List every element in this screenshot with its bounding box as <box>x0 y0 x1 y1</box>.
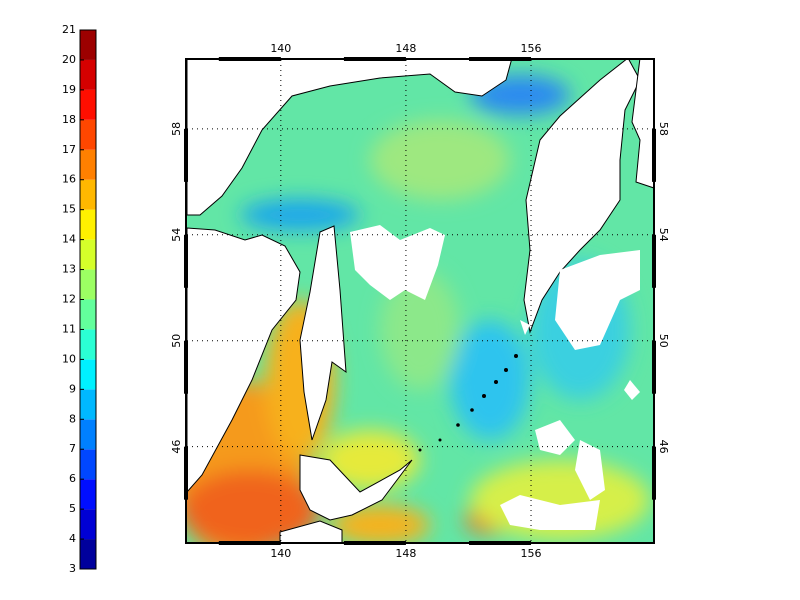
colorbar-label: 18 <box>62 113 76 126</box>
colorbar: 3 4 5 6 7 8 9 10 11 12 13 14 15 16 17 18 19 20 21 <box>62 23 97 575</box>
colorbar-label: 3 <box>69 562 76 575</box>
no-data <box>350 225 640 530</box>
colorbar-frame <box>79 29 97 570</box>
lat-label: 50 <box>170 334 183 348</box>
frame-bar <box>218 541 281 545</box>
colorbar-band <box>80 509 96 540</box>
map-field <box>187 60 653 542</box>
lat-label: 46 <box>657 440 670 454</box>
frame-bar <box>184 340 188 394</box>
lat-label: 54 <box>170 228 183 242</box>
lat-label: 58 <box>657 122 670 136</box>
kuril-islands <box>418 354 518 452</box>
colorbar-label: 15 <box>62 203 76 216</box>
colorbar-label: 6 <box>69 472 76 485</box>
frame-bar <box>469 541 532 545</box>
lat-label: 54 <box>657 228 670 242</box>
map-labels: 140 140 148 148 156 156 46 46 50 50 54 54 58 58 <box>170 42 670 560</box>
colorbar-band <box>80 269 96 300</box>
colorbar-label: 11 <box>62 322 76 335</box>
frame-bar <box>218 57 281 61</box>
colorbar-band <box>80 89 96 120</box>
sst-field <box>187 75 650 542</box>
land <box>187 60 653 542</box>
frame-bar <box>652 340 656 394</box>
colorbar-label: 9 <box>69 382 76 395</box>
colorbar-label: 7 <box>69 442 76 455</box>
colorbar-band <box>80 389 96 420</box>
colorbar-band <box>80 59 96 90</box>
lat-label: 46 <box>170 440 183 454</box>
lon-label: 140 <box>270 42 291 55</box>
frame-bar <box>184 446 188 500</box>
colorbar-label: 12 <box>62 293 76 306</box>
lat-label: 50 <box>657 334 670 348</box>
frame-bar <box>184 128 188 182</box>
lon-label: 156 <box>521 42 542 55</box>
colorbar-band <box>80 299 96 330</box>
frame-bar <box>652 128 656 182</box>
frame-bar <box>343 57 406 61</box>
colorbar-label: 21 <box>62 23 76 36</box>
colorbar-band <box>80 449 96 480</box>
graticule <box>187 60 653 542</box>
lon-label: 148 <box>395 42 416 55</box>
colorbar-label: 20 <box>62 53 76 66</box>
colorbar-label: 13 <box>62 263 76 276</box>
colorbar-band <box>80 539 96 569</box>
lon-label: 140 <box>270 547 291 560</box>
colorbar-band <box>80 419 96 450</box>
lat-label: 58 <box>170 122 183 136</box>
colorbar-band <box>80 119 96 150</box>
colorbar-band <box>80 149 96 180</box>
lon-label: 156 <box>521 547 542 560</box>
frame-bar <box>184 234 188 288</box>
colorbar-band <box>80 329 96 360</box>
colorbar-band <box>80 479 96 510</box>
colorbar-label: 17 <box>62 143 76 156</box>
colorbar-band <box>80 30 96 60</box>
colorbar-label: 4 <box>69 532 76 545</box>
colorbar-label: 10 <box>62 352 76 365</box>
frame-bar <box>343 541 406 545</box>
colorbar-label: 8 <box>69 412 76 425</box>
colorbar-band <box>80 209 96 240</box>
colorbar-band <box>80 239 96 270</box>
colorbar-label: 5 <box>69 502 76 515</box>
frame-bar <box>469 57 532 61</box>
colorbar-label: 19 <box>62 83 76 96</box>
frame-bar <box>652 234 656 288</box>
map-frame <box>185 58 655 544</box>
colorbar-label: 16 <box>62 173 76 186</box>
frame-bar <box>652 446 656 500</box>
colorbar-label: 14 <box>62 233 76 246</box>
colorbar-band <box>80 359 96 390</box>
colorbar-band <box>80 179 96 210</box>
lon-label: 148 <box>395 547 416 560</box>
